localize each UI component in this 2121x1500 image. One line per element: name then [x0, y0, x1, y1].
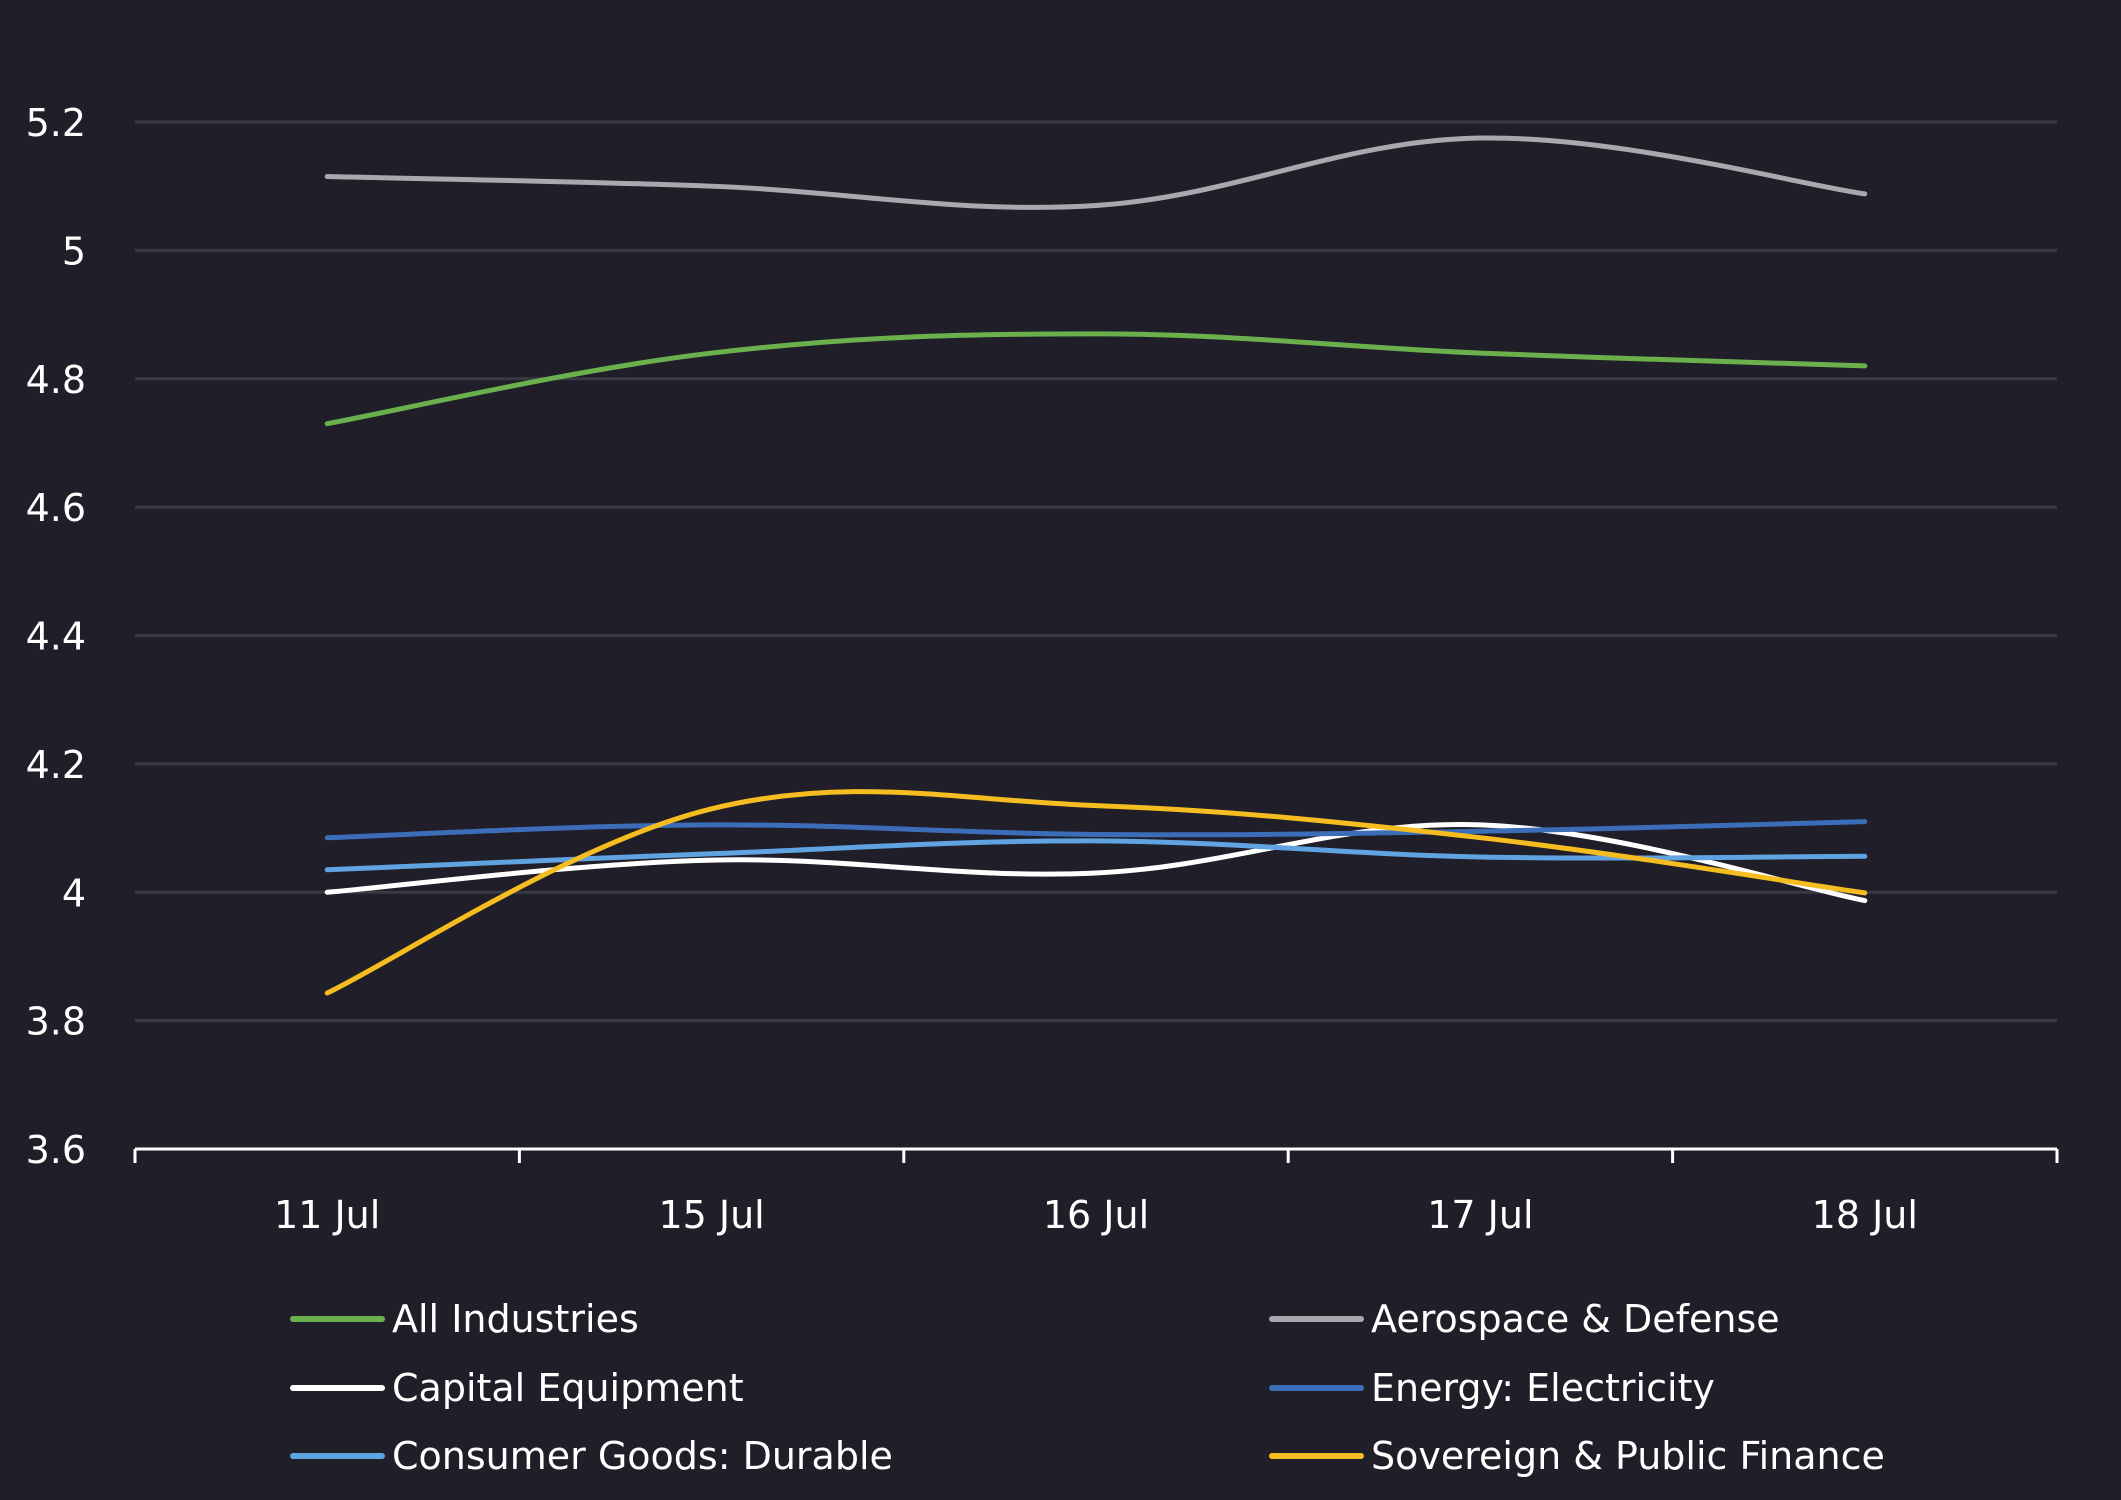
- legend-item-all-industries: All Industries: [290, 1297, 639, 1341]
- y-tick-label: 4.4: [26, 615, 86, 659]
- y-tick-label: 3.6: [26, 1128, 86, 1172]
- legend-label: Consumer Goods: Durable: [392, 1434, 893, 1478]
- y-tick-label: 5: [62, 229, 86, 273]
- gridlines: [135, 120, 2057, 1023]
- series-line-energy-electricity: [324, 819, 1868, 841]
- legend-item-capital-equipment: Capital Equipment: [290, 1366, 744, 1410]
- legend-label: Aerospace & Defense: [1371, 1297, 1780, 1341]
- series-lines: [324, 135, 1868, 996]
- y-axis-tick-labels: 3.6 3.8 4 4.2 4.4 4.6 4.8 5 5.2: [26, 101, 86, 1172]
- legend-item-sovereign-public-finance: Sovereign & Public Finance: [1269, 1434, 1885, 1478]
- legend-label: Sovereign & Public Finance: [1371, 1434, 1885, 1478]
- legend-label: Capital Equipment: [392, 1366, 744, 1410]
- y-tick-label: 4.8: [26, 358, 86, 402]
- series-line-sovereign-public-finance: [324, 789, 1868, 996]
- x-tick-label: 18 Jul: [1812, 1193, 1918, 1237]
- legend-label: All Industries: [392, 1297, 639, 1341]
- x-axis-tick-labels: 11 Jul 15 Jul 16 Jul 17 Jul 18 Jul: [274, 1193, 1918, 1237]
- y-tick-label: 4.2: [26, 743, 86, 787]
- y-tick-label: 4: [62, 871, 86, 915]
- series-line-all-industries: [324, 331, 1868, 427]
- x-tick-label: 11 Jul: [274, 1193, 380, 1237]
- legend-item-energy-electricity: Energy: Electricity: [1269, 1366, 1715, 1410]
- y-tick-label: 3.8: [26, 1000, 86, 1044]
- x-tick-label: 15 Jul: [658, 1193, 764, 1237]
- x-tick-label: 16 Jul: [1043, 1193, 1149, 1237]
- y-tick-label: 5.2: [26, 101, 86, 145]
- x-tick-label: 17 Jul: [1427, 1193, 1533, 1237]
- x-axis: [133, 1147, 2059, 1163]
- y-tick-label: 4.6: [26, 486, 86, 530]
- series-line-capital-equipment: [324, 821, 1868, 904]
- legend-item-aerospace-defense: Aerospace & Defense: [1269, 1297, 1780, 1341]
- series-line-aerospace-defense: [324, 135, 1868, 210]
- legend: All Industries Aerospace & Defense Capital…: [290, 1297, 1885, 1478]
- legend-item-consumer-goods-durable: Consumer Goods: Durable: [290, 1434, 893, 1478]
- legend-label: Energy: Electricity: [1371, 1366, 1715, 1410]
